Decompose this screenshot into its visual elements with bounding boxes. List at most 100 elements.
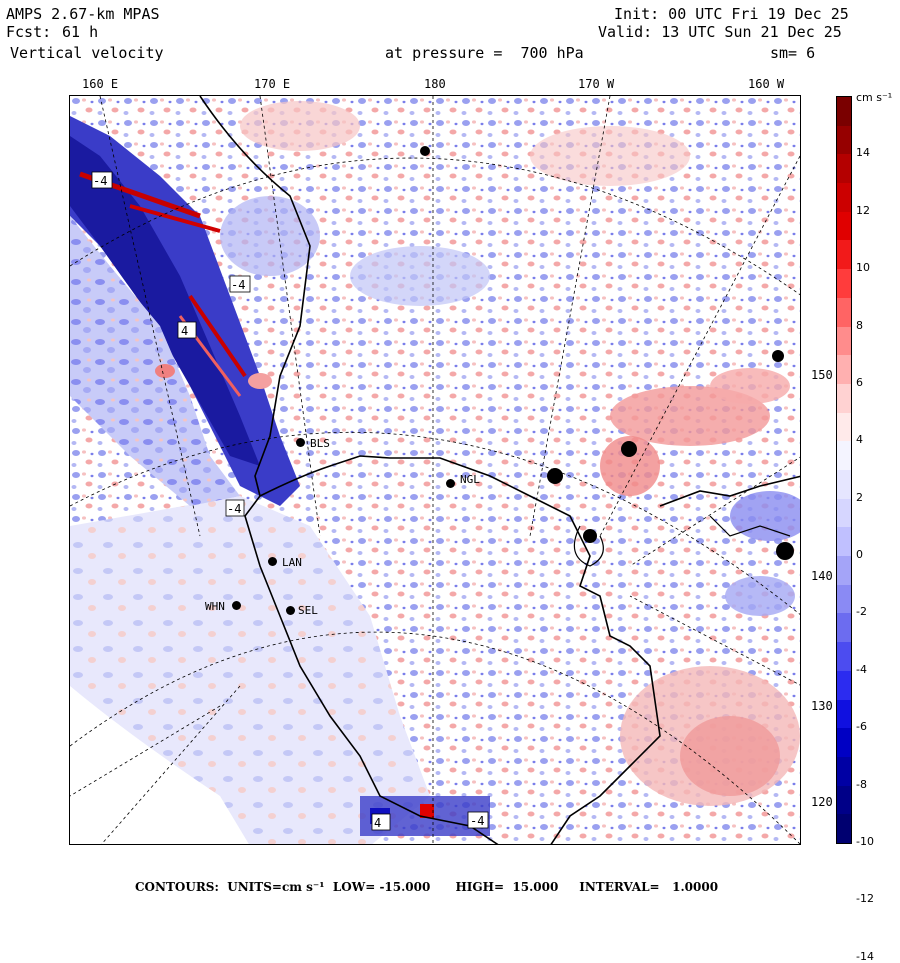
strong-cell [420, 146, 430, 156]
colorbar-tick-label: 10 [856, 261, 870, 275]
colorbar-tick-label: 2 [856, 490, 863, 504]
coastline [573, 525, 604, 567]
station-label-ngl: NGL [460, 473, 480, 486]
model-title: AMPS 2.67-km MPAS [6, 5, 160, 23]
colorbar-segment [837, 498, 851, 528]
colorbar-segment [837, 814, 851, 844]
contour-label-box [91, 171, 113, 189]
coastline [659, 475, 800, 507]
colorbar [836, 96, 852, 844]
contour-label-box [225, 499, 245, 517]
contour-label: -4 [93, 174, 108, 188]
contour-label: 4 [181, 324, 189, 338]
coastline [199, 96, 499, 844]
colorbar-tick-label: -12 [856, 892, 874, 906]
colorbar-tick-label: -8 [856, 777, 867, 791]
colorbar-segment [837, 785, 851, 815]
updraft-cell [248, 373, 272, 389]
updraft-area [680, 716, 780, 796]
colorbar-segment [837, 556, 851, 586]
colorbar-tick-label: 0 [856, 548, 863, 562]
colorbar-segment [837, 670, 851, 701]
contour-label: -4 [227, 502, 242, 516]
downdraft-zone-west [70, 216, 240, 506]
no-data-region [70, 686, 249, 844]
colorbar-segment [837, 728, 851, 758]
lon-label-170e: 170 E [254, 77, 291, 91]
station-marker-bls [296, 438, 305, 447]
contour-high: HIGH= 15.000 [455, 880, 559, 894]
contour-label: -4 [231, 278, 246, 292]
contour-low: LOW= -15.000 [332, 880, 431, 894]
colorbar-segment [837, 269, 851, 299]
colorbar-segment [837, 584, 851, 614]
station-marker-ngl [446, 479, 455, 488]
map-canvas [70, 96, 800, 844]
updraft-area [530, 126, 690, 186]
downdraft-area [220, 196, 320, 276]
contour-label: -4 [470, 814, 485, 828]
colorbar-segment [837, 125, 851, 155]
contours-label: CONTOURS: [135, 880, 219, 894]
contour-label-box [229, 275, 251, 293]
updraft-area [710, 368, 790, 404]
updraft-streak [129, 204, 221, 233]
colorbar-units: cm s⁻¹ [856, 91, 893, 104]
colorbar-tick-label: -4 [856, 662, 867, 676]
colorbar-segment [837, 355, 851, 385]
contour-interval: INTERVAL= 1.0000 [579, 880, 719, 894]
colorbar-segment [837, 756, 851, 787]
downdraft-area [725, 576, 795, 616]
coastline [709, 515, 791, 537]
station-marker-whn [232, 601, 241, 610]
updraft-streak [188, 294, 247, 378]
strong-downdraft-band [70, 136, 260, 466]
lon-label-160w: 160 W [748, 77, 785, 91]
colorbar-tick-label: 6 [856, 375, 863, 389]
contour-info: CONTOURS: UNITS=cm s⁻¹ LOW= -15.000 HIGH… [135, 880, 718, 894]
colorbar-tick-label: 12 [856, 203, 870, 217]
station-label-sel: SEL [298, 604, 318, 617]
colorbar-segment [837, 97, 851, 127]
vertical-velocity-map [69, 95, 801, 845]
colorbar-segment [837, 154, 851, 184]
lon-label-160e: 160 E [82, 77, 119, 91]
valid-time: Valid: 13 UTC Sun 21 Dec 25 [598, 23, 842, 41]
station-label-whn: WHN [205, 600, 225, 613]
smoothing-value: sm= 6 [770, 44, 816, 62]
downdraft-area [730, 491, 800, 541]
colorbar-segment [837, 297, 851, 328]
colorbar-segment [837, 326, 851, 356]
forecast-label: Fcst: [6, 23, 52, 41]
station-marker-sel [286, 606, 295, 615]
colorbar-tick-label: 4 [856, 433, 863, 447]
colorbar-segment [837, 211, 851, 241]
contour-label-box [177, 321, 197, 339]
colorbar-segment [837, 383, 851, 414]
station-label-bls: BLS [310, 437, 330, 450]
init-time: Init: 00 UTC Fri 19 Dec 25 [614, 5, 849, 23]
contour-label: 4 [374, 816, 382, 830]
updraft-area [600, 436, 660, 496]
colorbar-tick-label: 14 [856, 146, 870, 160]
contour-units: UNITS=cm s⁻¹ [227, 880, 325, 894]
colorbar-segment [837, 470, 851, 500]
colorbar-segment [837, 441, 851, 471]
colorbar-segment [837, 527, 851, 557]
colorbar-tick-label: -10 [856, 835, 874, 848]
colorbar-tick-label: -14 [856, 949, 874, 963]
contour-label-box [467, 811, 489, 829]
coastline [259, 455, 661, 844]
strong-cell [621, 441, 637, 457]
colorbar-segment [837, 183, 851, 213]
colorbar-segment [837, 240, 851, 270]
station-label-lan: LAN [282, 556, 302, 569]
lon-label-170w: 170 W [578, 77, 615, 91]
pressure-level: at pressure = 700 hPa [385, 44, 584, 62]
strong-updraft-cell [420, 804, 434, 818]
colorbar-tick-label: -2 [856, 605, 867, 619]
field-name: Vertical velocity [10, 44, 164, 62]
strong-cell [772, 350, 784, 362]
lon-label-180: 180 [424, 77, 446, 91]
colorbar-segment [837, 642, 851, 672]
